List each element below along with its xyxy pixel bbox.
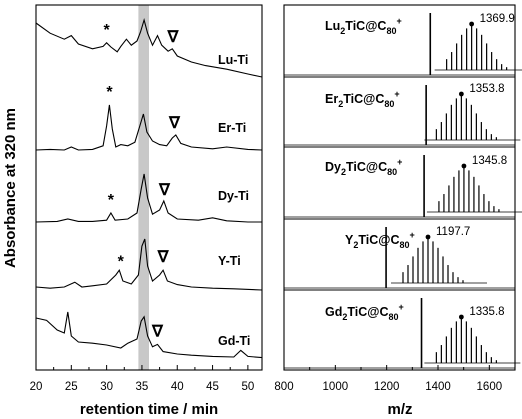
triangle-marker: ∇ [151, 323, 164, 340]
ms-peak-dot [458, 314, 464, 320]
triangle-marker: ∇ [157, 249, 170, 266]
hplc-y-axis-title: Absorbance at 320 nm [2, 108, 19, 268]
ms-spectrum-label: Gd2TiC@C80+ [325, 302, 404, 322]
hplc-x-tick-label: 30 [100, 381, 113, 393]
hplc-trace-label: Gd-Ti [218, 334, 250, 348]
triangle-marker: ∇ [158, 182, 171, 199]
hplc-trace-dy-ti [35, 173, 262, 223]
hplc-x-tick-label: 40 [171, 381, 184, 393]
hplc-x-axis-title: retention time / min [80, 401, 218, 418]
ms-peak-label: 1345.8 [472, 155, 507, 167]
ms-axes-frame [283, 4, 516, 371]
hplc-x-tick-label: 45 [206, 381, 219, 393]
ms-spectrum-label: Er2TiC@C80+ [325, 89, 400, 109]
hplc-trace-lu-ti [35, 17, 263, 78]
hplc-trace-label: Dy-Ti [218, 189, 249, 203]
ms-x-ticks: 800 1000 1200 1400 1600 [274, 365, 502, 393]
ms-x-tick-label: 1400 [425, 381, 451, 393]
ms-peak-dot [461, 163, 467, 169]
ms-peak-dot [458, 91, 464, 97]
ms-x-tick-label: 1200 [374, 381, 400, 393]
asterisk-marker: * [106, 84, 113, 101]
asterisk-marker: * [104, 22, 111, 39]
hplc-trace-label: Er-Ti [218, 121, 246, 135]
ms-peak-dot [425, 234, 431, 240]
hplc-trace-label: Lu-Ti [218, 53, 248, 67]
hplc-trace-labels: Lu-Ti Er-Ti Dy-Ti Y-Ti Gd-Ti [218, 53, 250, 348]
hplc-axes-frame [35, 4, 263, 371]
ms-spectrum-label: Y2TiC@C80+ [345, 230, 415, 250]
ms-x-tick-label: 1000 [323, 381, 349, 393]
ms-x-tick-label: 1600 [477, 381, 503, 393]
asterisk-marker: * [118, 254, 125, 271]
ms-peak-dot [469, 21, 475, 27]
ms-x-axis-title: m/z [387, 401, 412, 418]
hplc-panel: Lu-Ti Er-Ti Dy-Ti Y-Ti Gd-Ti * ∇ * ∇ * ∇ * ∇ ∇ 20 25 3… [2, 4, 263, 418]
ms-spectra: 1369.9 Lu2TiC@C80+ 1353.8 Er2TiC@C80+ 1345.8… [284, 13, 522, 369]
triangle-marker: ∇ [168, 115, 181, 132]
ms-peak-label: 1353.8 [469, 83, 504, 95]
hplc-trace-gd-ti [35, 311, 263, 359]
asterisk-marker: * [108, 192, 115, 209]
ms-peak-label: 1197.7 [436, 226, 470, 238]
hplc-x-tick-label: 35 [136, 381, 149, 393]
hplc-trace-er-ti [35, 104, 263, 151]
hplc-peak-markers: * ∇ * ∇ * ∇ * ∇ ∇ [104, 22, 182, 341]
hplc-x-ticks: 20 25 30 35 40 45 50 [30, 365, 254, 393]
hplc-x-tick-label: 25 [65, 381, 78, 393]
hplc-x-tick-label: 20 [30, 381, 43, 393]
hplc-traces [35, 17, 263, 359]
ms-spectrum-label: Dy2TiC@C80+ [325, 157, 402, 177]
ms-spectrum-label: Lu2TiC@C80+ [325, 16, 402, 36]
hplc-trace-y-ti [35, 238, 263, 291]
retention-highlight-band [138, 5, 149, 370]
ms-peak-label: 1369.9 [480, 13, 515, 25]
ms-panel: 1369.9 Lu2TiC@C80+ 1353.8 Er2TiC@C80+ 1345.8… [274, 4, 522, 418]
ms-x-tick-label: 800 [274, 381, 293, 393]
triangle-marker: ∇ [167, 29, 180, 46]
ms-peak-label: 1335.8 [469, 306, 504, 318]
hplc-x-tick-label: 50 [241, 381, 254, 393]
hplc-trace-label: Y-Ti [218, 254, 241, 268]
